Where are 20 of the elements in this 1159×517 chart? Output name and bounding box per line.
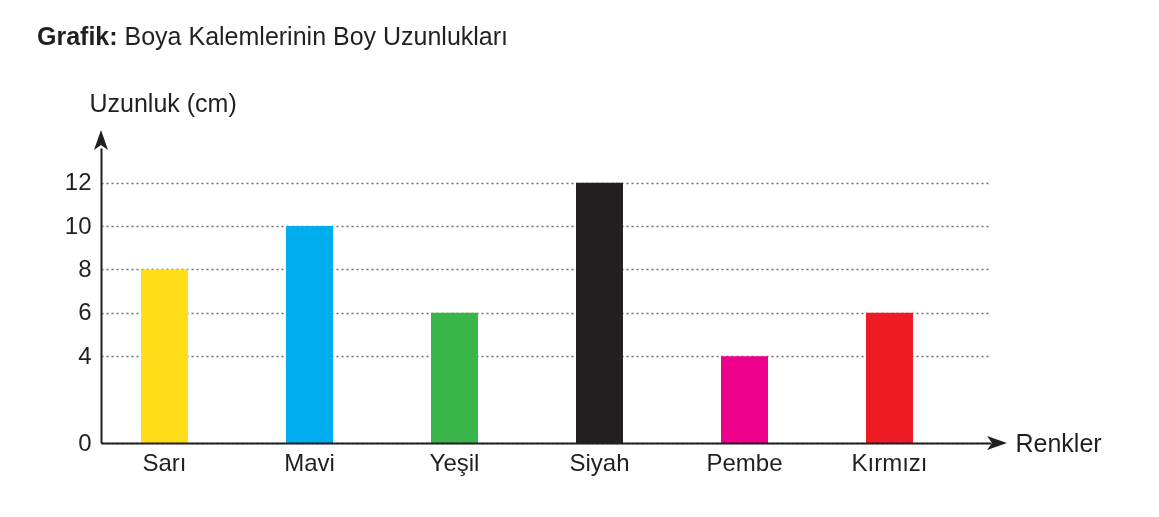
x-tick-label: Sarı	[142, 448, 187, 476]
x-tick-label: Yeşil	[429, 448, 480, 476]
y-tick-label: 12	[64, 168, 92, 196]
y-tick-label: 8	[78, 254, 92, 282]
x-axis-title: Renkler	[1015, 428, 1102, 457]
x-tick-label: Siyah	[569, 448, 630, 476]
x-tick-label: Kırmızı	[851, 448, 928, 476]
y-tick-label: 6	[78, 298, 92, 326]
bar	[721, 356, 768, 443]
y-tick-label: 10	[64, 211, 92, 239]
x-tick-label: Mavi	[284, 448, 335, 476]
x-tick-label: Pembe	[706, 448, 783, 476]
y-tick-label: 0	[78, 428, 92, 456]
bar	[866, 312, 913, 443]
bar	[141, 269, 188, 443]
y-axis-title: Uzunluk (cm)	[89, 88, 237, 117]
y-tick-label: 4	[78, 341, 92, 369]
bar	[286, 226, 333, 443]
chart-title: Grafik: Boya Kalemlerinin Boy Uzunlukları	[37, 21, 509, 52]
bar	[431, 312, 478, 443]
